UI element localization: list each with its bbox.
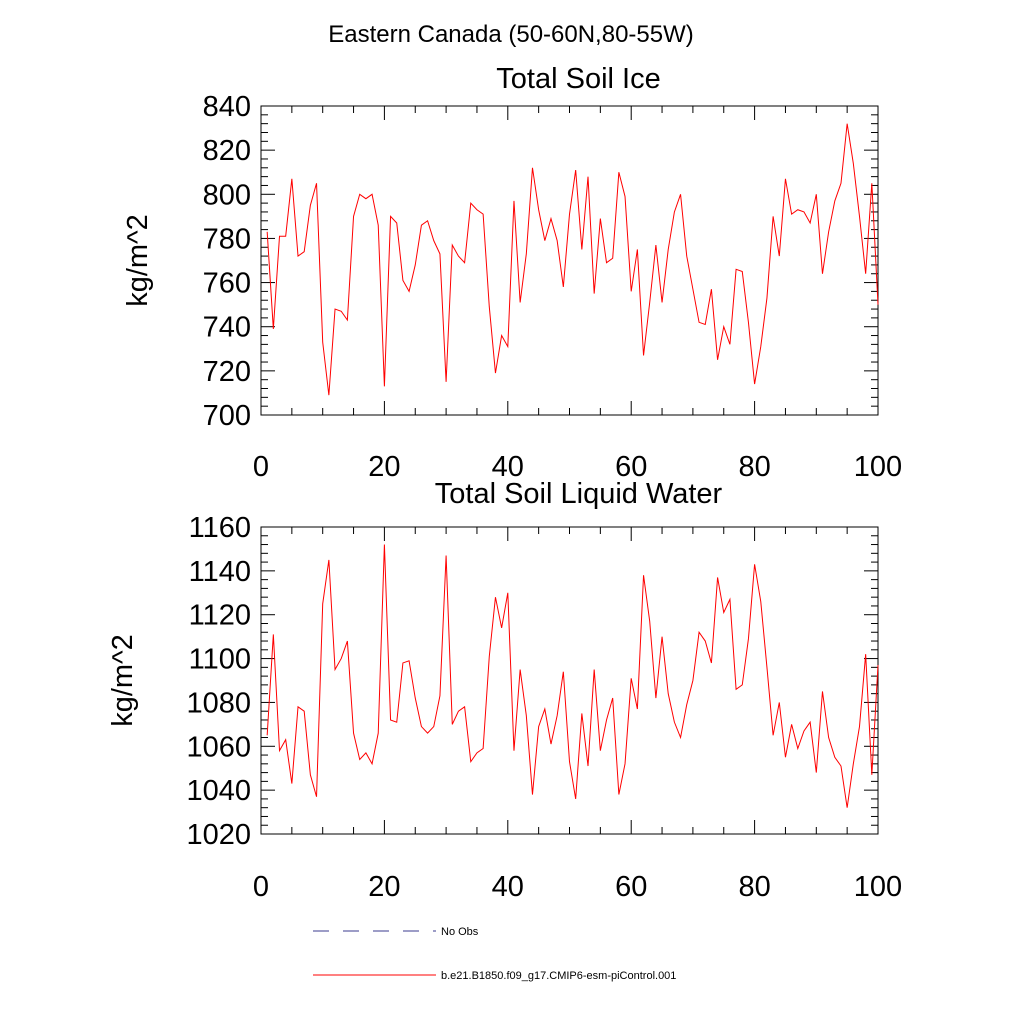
x-tick-label: 40 bbox=[492, 871, 524, 903]
x-tick-label: 80 bbox=[738, 871, 770, 903]
legend: No Obs b.e21.B1850.f09_g17.CMIP6-esm-piC… bbox=[313, 926, 676, 982]
panel-total-soil-liquid-water: Total Soil Liquid Water 0 20 40 60 80 100 1020 1… bbox=[107, 478, 902, 903]
y-tick-label: 720 bbox=[203, 356, 251, 388]
y-tick-label: 760 bbox=[203, 268, 251, 300]
y-tick-label: 1140 bbox=[189, 556, 251, 588]
y-tick-label: 700 bbox=[203, 400, 251, 432]
y-tick-label: 820 bbox=[203, 135, 251, 167]
y-tick-label: 1100 bbox=[189, 644, 251, 676]
legend-label-no-obs: No Obs bbox=[441, 926, 479, 938]
y-axis-label: kg/m^2 bbox=[107, 634, 139, 727]
x-tick-label: 60 bbox=[615, 871, 647, 903]
y-tick-label: 1080 bbox=[186, 687, 251, 719]
figure-title: Eastern Canada (50-60N,80-55W) bbox=[328, 21, 694, 48]
y-tick-label: 1020 bbox=[186, 819, 251, 851]
y-tick-label: 1040 bbox=[186, 775, 251, 807]
x-tick-label: 20 bbox=[368, 871, 400, 903]
y-tick-label: 1160 bbox=[189, 512, 251, 544]
plot-frame bbox=[260, 526, 879, 835]
x-tick-label: 100 bbox=[854, 871, 902, 903]
panel-total-soil-ice: Total Soil Ice 0 20 40 60 80 100 700 720 740 760 78… bbox=[122, 63, 902, 483]
x-tick-label: 20 bbox=[368, 451, 400, 483]
x-tick-label: 0 bbox=[253, 451, 269, 483]
y-tick-label: 800 bbox=[203, 179, 251, 211]
x-tick-label: 60 bbox=[615, 451, 647, 483]
panel-title: Total Soil Ice bbox=[496, 63, 660, 95]
series-line bbox=[266, 544, 879, 808]
y-tick-label: 780 bbox=[203, 223, 251, 255]
x-tick-label: 40 bbox=[492, 451, 524, 483]
y-tick-label: 840 bbox=[203, 91, 251, 123]
series-line bbox=[266, 123, 879, 396]
x-tick-label: 0 bbox=[253, 871, 269, 903]
plot-frame bbox=[260, 105, 879, 416]
y-axis-label: kg/m^2 bbox=[122, 214, 154, 307]
y-tick-label: 1060 bbox=[186, 731, 251, 763]
y-tick-label: 1120 bbox=[189, 600, 251, 632]
x-tick-label: 100 bbox=[854, 451, 902, 483]
legend-label-model: b.e21.B1850.f09_g17.CMIP6-esm-piControl.… bbox=[441, 970, 676, 982]
x-tick-label: 80 bbox=[738, 451, 770, 483]
y-tick-label: 740 bbox=[203, 312, 251, 344]
panel-title: Total Soil Liquid Water bbox=[435, 478, 723, 510]
